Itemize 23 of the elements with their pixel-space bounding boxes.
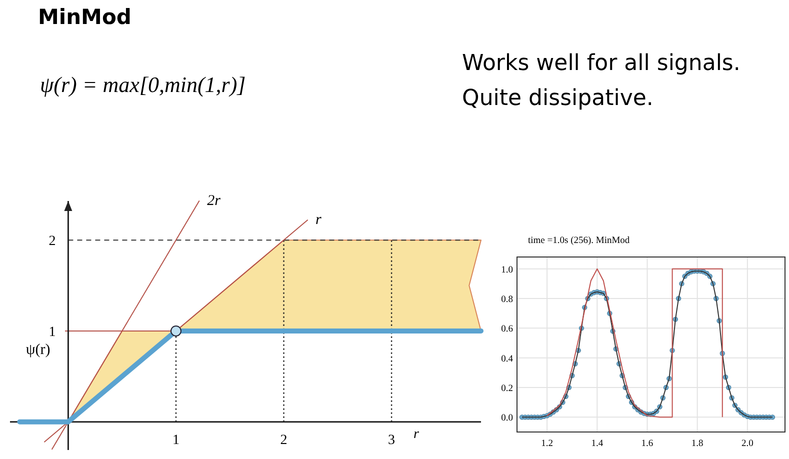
y-tick-label: 1.0 [501, 265, 514, 276]
text: Works well for all signals. [462, 51, 740, 76]
x-tick-label: 1.8 [691, 439, 704, 449]
y-tick-label: 0.6 [501, 324, 514, 335]
y-tick-label: 0.0 [501, 414, 514, 424]
x-tick-label: 2 [280, 432, 288, 448]
x-tick-label: 2.0 [741, 439, 754, 449]
x-tick-label: 1 [172, 432, 180, 448]
x-tick-label: 3 [388, 432, 396, 448]
y-tick-label: 0.4 [501, 354, 514, 364]
chart-title: time =1.0s (256). MinMod [528, 236, 630, 246]
y-tick-label: 0.8 [501, 295, 514, 306]
series-label: r [315, 212, 322, 228]
chart-title: MinMod [38, 5, 132, 29]
x-axis-title: r [414, 426, 420, 442]
y-tick-label: 0.2 [501, 384, 514, 394]
x-tick-label: 1.2 [541, 439, 554, 449]
y-axis-title: ψ(r) [26, 342, 50, 358]
x-tick-label: 1.4 [591, 439, 604, 449]
series-label: 2r [207, 193, 221, 209]
text: Quite dissipative. [462, 86, 654, 111]
x-tick-label: 1.6 [641, 439, 654, 449]
text: ψ(r) = max[0,min(1,r)] [40, 72, 246, 97]
